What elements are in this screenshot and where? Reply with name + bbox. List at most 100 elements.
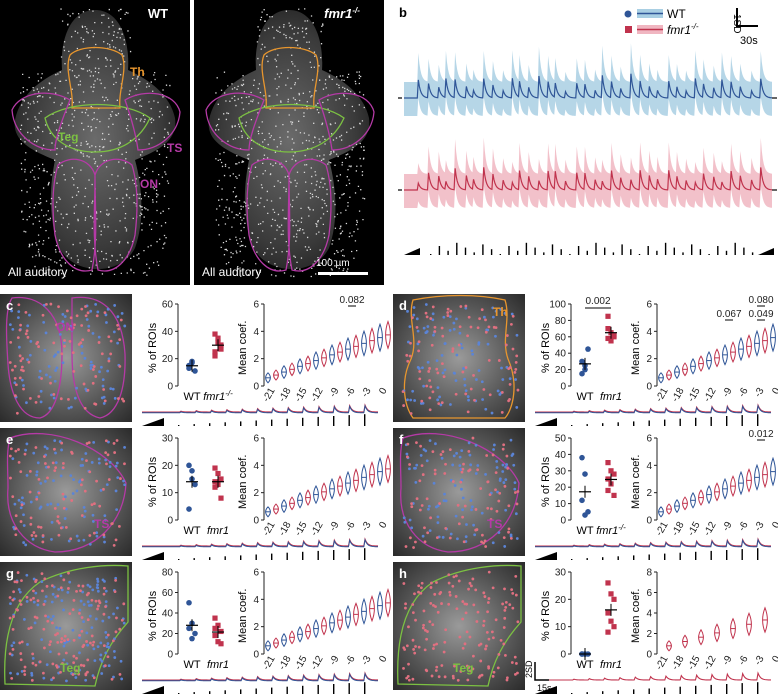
region-outline-f bbox=[399, 432, 520, 553]
coef-tick-label: 0 bbox=[646, 650, 652, 661]
coef-ylabel: Mean coef. bbox=[630, 589, 642, 643]
pct-point-ko bbox=[212, 484, 218, 490]
stim-bar bbox=[317, 550, 319, 560]
lag-label: -9 bbox=[328, 654, 342, 668]
x-label-ko: fmr1 bbox=[600, 391, 622, 403]
stim-bar bbox=[447, 250, 449, 255]
panel-d: Th d 0 20 40 60 80 100 % of ROIs WT fmr1 0.002 0 2 4 6M… bbox=[393, 294, 778, 426]
stim-bar bbox=[473, 252, 475, 255]
pct-ylabel: % of ROIs bbox=[540, 322, 552, 373]
stim-bar bbox=[751, 252, 754, 255]
x-label-ko: fmr1 bbox=[600, 659, 622, 671]
pct-ylabel: % of ROIs bbox=[540, 590, 552, 641]
lag-label: 0 bbox=[377, 654, 390, 665]
stim-bar bbox=[630, 249, 632, 255]
stim-bar bbox=[438, 246, 441, 255]
region-trace-ko bbox=[535, 403, 772, 413]
ko-trace-line bbox=[404, 167, 773, 191]
stim-bar bbox=[617, 422, 619, 426]
population-traces bbox=[398, 43, 777, 208]
lag-label: -3 bbox=[360, 520, 374, 534]
coef-tick-label: 6 bbox=[253, 568, 259, 579]
pct-tick-label: 0 bbox=[560, 516, 566, 527]
pct-point-wt bbox=[186, 599, 192, 606]
stim-bar bbox=[633, 689, 635, 694]
coef-ylabel: Mean coef. bbox=[630, 455, 642, 509]
coef-tick-label: 0 bbox=[646, 516, 652, 527]
ramp-end bbox=[758, 248, 774, 255]
stim-bar bbox=[364, 414, 366, 426]
label-ko: fmr1-/- bbox=[324, 6, 360, 21]
coef-tick-label: 6 bbox=[253, 300, 259, 311]
stim-bar bbox=[271, 419, 273, 426]
pct-point-ko bbox=[212, 625, 218, 631]
wt-trace-line bbox=[404, 73, 773, 99]
pct-tick-label: 40 bbox=[162, 327, 174, 338]
pct-tick-label: 20 bbox=[162, 461, 174, 472]
pct-point-ko bbox=[611, 471, 617, 477]
lag-label: 0 bbox=[377, 386, 390, 397]
pct-point-wt bbox=[579, 358, 585, 365]
pct-point-ko bbox=[212, 331, 218, 337]
stim-bar bbox=[595, 242, 597, 255]
region-outline-d bbox=[403, 294, 515, 419]
stim-ramp bbox=[535, 686, 557, 694]
coef-tick-label: 4 bbox=[253, 461, 259, 472]
pct-tick-label: 30 bbox=[162, 434, 174, 445]
stim-bar bbox=[209, 557, 211, 560]
pct-tick-label: 80 bbox=[555, 316, 567, 327]
panel-letter-h: h bbox=[399, 566, 407, 581]
pct-tick-label: 50 bbox=[555, 434, 567, 445]
pct-point-wt bbox=[579, 497, 585, 504]
stim-bar bbox=[333, 684, 335, 694]
region-label-th: Th bbox=[130, 65, 145, 79]
pct-point-ko bbox=[605, 580, 611, 586]
stim-bar bbox=[710, 684, 712, 694]
legend-ko-marker bbox=[625, 26, 632, 33]
pct-tick-label: 0 bbox=[560, 650, 566, 661]
lag-label: -21 bbox=[654, 386, 671, 404]
region-outline-ts-left bbox=[205, 92, 265, 151]
roi-dots-wt bbox=[402, 303, 519, 415]
stim-bar bbox=[525, 242, 528, 255]
pct-point-wt bbox=[579, 454, 585, 461]
lag-label: -15 bbox=[293, 386, 310, 404]
x-label-wt: WT bbox=[576, 659, 593, 671]
region-outline-ts-left bbox=[11, 92, 71, 151]
stim-bar bbox=[664, 553, 666, 560]
coef-tick-label: 6 bbox=[646, 434, 652, 445]
stim-bar bbox=[333, 416, 335, 426]
pct-point-wt bbox=[192, 630, 198, 637]
stim-bar bbox=[612, 252, 615, 255]
stim-bar bbox=[255, 554, 257, 560]
stim-bar bbox=[679, 552, 681, 560]
scale-bar bbox=[318, 272, 368, 275]
pct-point-wt bbox=[186, 506, 192, 512]
coef-tick-label: 0 bbox=[253, 516, 259, 527]
lag-label: -12 bbox=[702, 386, 719, 404]
stim-bar bbox=[456, 242, 458, 255]
x-label-ko-sup: -/- bbox=[225, 389, 233, 398]
region-image-g bbox=[0, 562, 132, 690]
region-outline-on bbox=[52, 158, 138, 272]
pct-tick-label: 20 bbox=[555, 365, 567, 376]
stim-bar bbox=[209, 691, 211, 694]
panel-h: Teg h 0 10 20 30% of ROIs WT fmr1 0 2 4 6 8 Mean coef… bbox=[393, 562, 778, 694]
region-name-h: Teg bbox=[453, 661, 473, 675]
pct-point-ko bbox=[218, 641, 224, 647]
region-name-e: TS bbox=[94, 517, 109, 531]
stim-bar bbox=[586, 424, 588, 426]
coef-ylabel: Mean coef. bbox=[237, 589, 249, 643]
stim-bar bbox=[621, 244, 623, 255]
pct-point-ko bbox=[608, 338, 614, 344]
stim-bar bbox=[673, 247, 675, 255]
stim-bar bbox=[757, 682, 759, 694]
x-label-ko: fmr1-/- bbox=[596, 523, 626, 537]
coef-tick-label: 0 bbox=[253, 650, 259, 661]
stim-bar bbox=[482, 244, 484, 255]
region-trace-ko bbox=[535, 671, 772, 681]
pct-tick-label: 0 bbox=[167, 382, 173, 393]
stim-bar bbox=[633, 555, 635, 560]
legend-wt-label: WT bbox=[667, 7, 686, 21]
